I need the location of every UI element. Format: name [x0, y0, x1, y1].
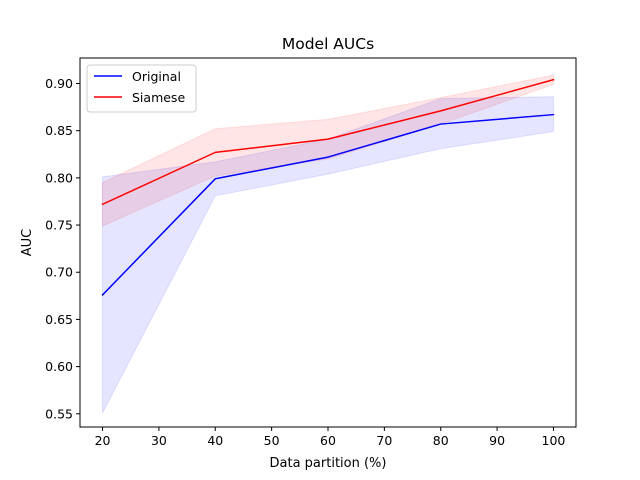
confidence-bands: [102, 74, 554, 414]
line-original: [101, 113, 555, 296]
x-tick-label: 100: [542, 433, 566, 448]
y-tick-label: 0.70: [45, 265, 73, 280]
legend-label-siamese: Siamese: [132, 90, 185, 105]
x-tick-label: 20: [95, 433, 111, 448]
x-tick-label: 30: [151, 433, 167, 448]
x-tick-label: 80: [433, 433, 449, 448]
y-tick-label: 0.75: [45, 218, 73, 233]
x-axis-label: Data partition (%): [270, 456, 387, 471]
legend-label-original: Original: [132, 69, 181, 84]
band-siamese: [102, 74, 554, 227]
y-tick-label: 0.60: [45, 359, 73, 374]
y-axis-ticks: 0.55 0.60 0.65 0.70 0.75 0.80 0.85 0.90: [45, 76, 80, 421]
y-axis-label: AUC: [20, 229, 35, 257]
y-tick-label: 0.80: [45, 170, 73, 185]
x-tick-label: 90: [489, 433, 505, 448]
y-tick-label: 0.65: [45, 312, 73, 327]
y-tick-label: 0.90: [45, 76, 73, 91]
x-tick-label: 40: [207, 433, 223, 448]
legend: Original Siamese: [86, 64, 197, 113]
x-tick-label: 50: [264, 433, 280, 448]
line-siamese: [101, 78, 555, 206]
y-tick-label: 0.55: [45, 406, 73, 421]
x-tick-label: 60: [320, 433, 336, 448]
chart-title: Model AUCs: [282, 35, 374, 53]
x-tick-label: 70: [376, 433, 392, 448]
x-axis-ticks: 20 30 40 50 60 70 80 90 100: [95, 427, 566, 448]
band-original: [102, 96, 554, 414]
series-lines: [101, 78, 555, 296]
y-tick-label: 0.85: [45, 123, 73, 138]
